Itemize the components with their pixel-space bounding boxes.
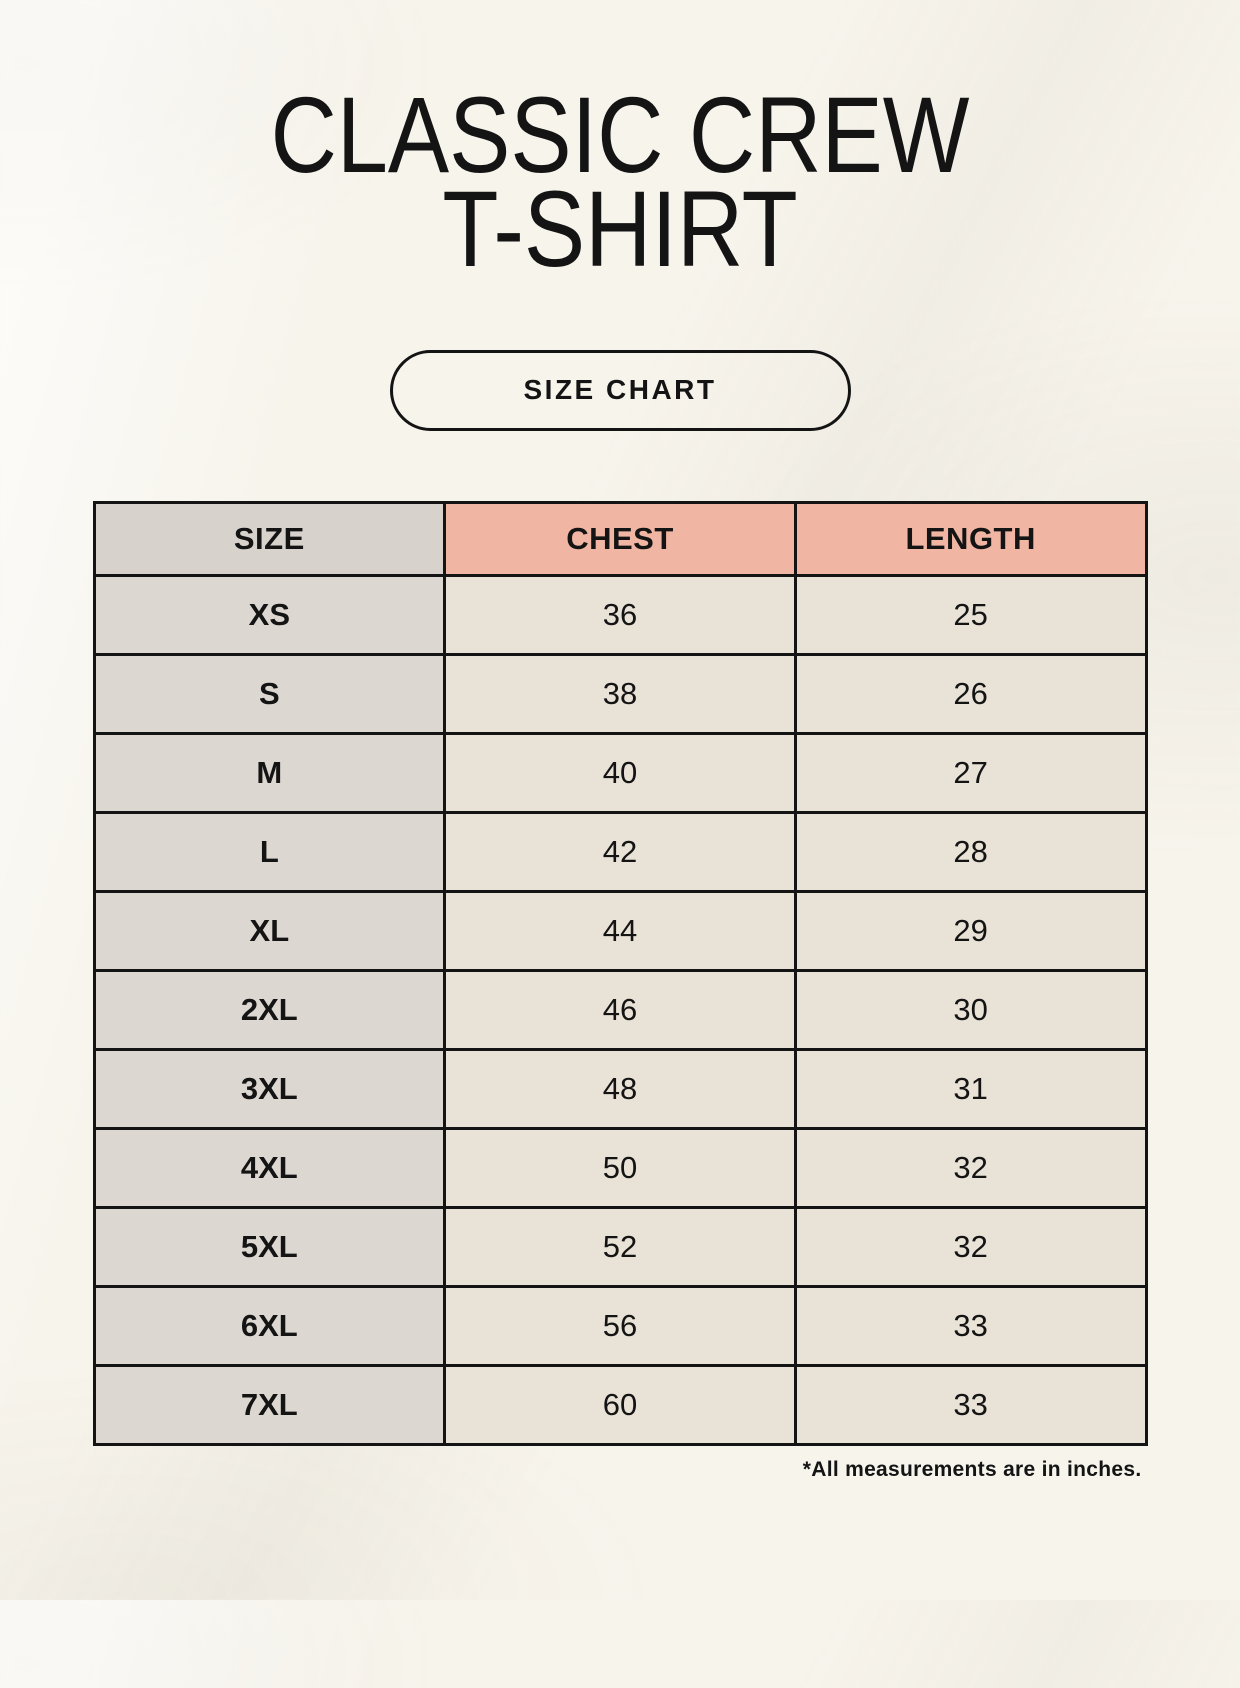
column-header-chest: CHEST [443,500,797,577]
cell-size: 6XL [92,1284,447,1367]
cell-size: M [92,731,447,814]
table-row: 4XL 50 32 [92,1126,1148,1209]
cell-length: 32 [793,1126,1148,1209]
page-title-line-1: CLASSIC CREW [270,74,970,195]
cell-size: 7XL [92,1363,447,1446]
cell-length: 33 [793,1363,1148,1446]
cell-size: XL [92,889,447,972]
cell-chest: 50 [443,1126,797,1209]
table-row: 5XL 52 32 [92,1205,1148,1288]
table-row: 3XL 48 31 [92,1047,1148,1130]
cell-chest: 44 [443,889,797,972]
cell-chest: 46 [443,968,797,1051]
column-header-size: SIZE [92,500,447,577]
badge-wrap: SIZE CHART [0,349,1240,431]
cell-size: L [92,810,447,893]
size-table-body: XS 36 25 S 38 26 M 40 27 L 42 28 XL 44 29 2XL 46 30 3XL 48 3… [92,573,1148,1446]
cell-length: 31 [793,1047,1148,1130]
table-row: XS 36 25 [92,573,1148,656]
table-row: XL 44 29 [92,889,1148,972]
cell-chest: 52 [443,1205,797,1288]
cell-size: XS [92,573,447,656]
table-row: 2XL 46 30 [92,968,1148,1051]
cell-length: 30 [793,968,1148,1051]
size-table: SIZE CHEST LENGTH XS 36 25 S 38 26 M 40 27 L 42 28 X… [92,500,1148,1446]
size-table-header: SIZE CHEST LENGTH [92,500,1148,577]
cell-chest: 48 [443,1047,797,1130]
cell-chest: 60 [443,1363,797,1446]
cell-length: 27 [793,731,1148,814]
table-row: L 42 28 [92,810,1148,893]
cell-chest: 38 [443,652,797,735]
cell-length: 28 [793,810,1148,893]
cell-chest: 42 [443,810,797,893]
cell-size: 3XL [92,1047,447,1130]
table-row: S 38 26 [92,652,1148,735]
cell-length: 32 [793,1205,1148,1288]
page-title: CLASSIC CREW T-SHIRT [93,74,1147,289]
measurements-footnote: *All measurements are in inches. [802,1457,1142,1481]
page-title-line-2: T-SHIRT [442,167,798,289]
cell-length: 26 [793,652,1148,735]
cell-length: 33 [793,1284,1148,1367]
cell-chest: 56 [443,1284,797,1367]
cell-chest: 40 [443,731,797,814]
cell-size: 5XL [92,1205,447,1288]
table-row: M 40 27 [92,731,1148,814]
cell-chest: 36 [443,573,797,656]
cell-length: 29 [793,889,1148,972]
cell-size: S [92,652,447,735]
column-header-length: LENGTH [793,500,1148,577]
cell-size: 2XL [92,968,447,1051]
table-row: 6XL 56 33 [92,1284,1148,1367]
cell-length: 25 [793,573,1148,656]
cell-size: 4XL [92,1126,447,1209]
header-row: SIZE CHEST LENGTH [92,500,1148,577]
size-chart-badge[interactable]: SIZE CHART [389,349,851,431]
table-row: 7XL 60 33 [92,1363,1148,1446]
